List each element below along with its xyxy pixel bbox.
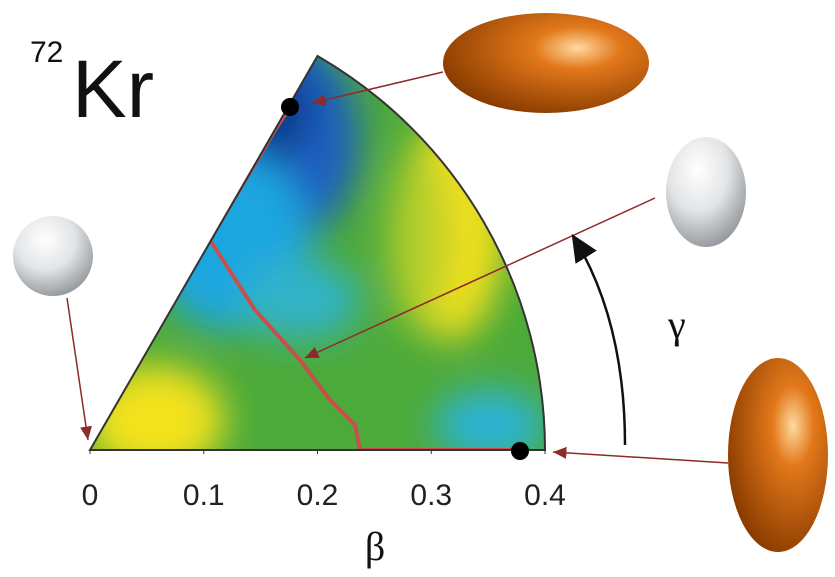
arrow [67, 298, 88, 440]
triaxial-shape [666, 137, 746, 247]
x-ticks: 0 0.1 0.2 0.3 0.4 [82, 450, 566, 512]
x-tick-label: 0.4 [524, 479, 566, 512]
oblate-shape [443, 13, 649, 113]
x-tick-label: 0.2 [297, 479, 339, 512]
x-axis-label: β [365, 524, 385, 569]
marker-dot [511, 442, 529, 460]
chart: 72 Kr γ β 0 0.1 0.2 0.3 0.4 [0, 0, 835, 577]
x-tick-label: 0 [82, 479, 99, 512]
x-tick-label: 0.1 [183, 479, 225, 512]
prolate-shape [728, 358, 828, 552]
marker-dot [281, 98, 299, 116]
x-tick-label: 0.3 [410, 479, 452, 512]
page: {"chart_data": {"type": "sector", "title… [0, 0, 835, 577]
chart-title: Kr [72, 44, 154, 135]
arrow [553, 452, 728, 463]
y-axis-label: γ [667, 302, 686, 347]
gamma-arrow [573, 236, 625, 445]
spherical-shape [13, 216, 93, 296]
title-superscript: 72 [30, 36, 63, 69]
